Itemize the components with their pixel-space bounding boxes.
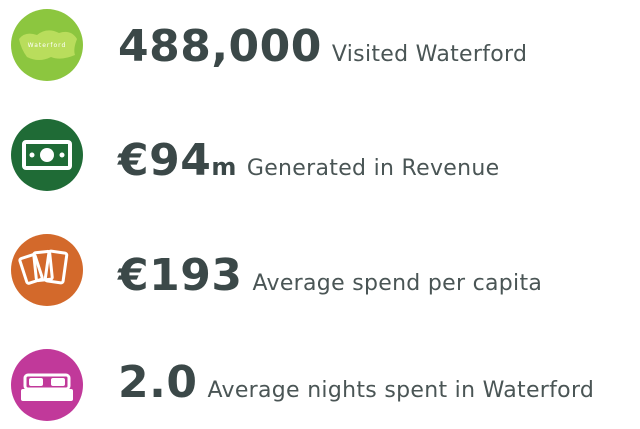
map-icon: Waterford xyxy=(11,9,83,81)
stat-description: Average spend per capita xyxy=(252,271,543,296)
stat-description: Visited Waterford xyxy=(331,42,528,67)
cards-icon xyxy=(11,234,83,306)
stat: 488,000 Visited Waterford xyxy=(118,25,527,69)
bed-icon xyxy=(11,349,83,421)
stat-row: €94m Generated in Revenue xyxy=(0,119,640,199)
money-icon xyxy=(11,119,83,191)
stat-description: Average nights spent in Waterford xyxy=(207,378,595,403)
stat-suffix: m xyxy=(211,153,237,181)
icon-label: Waterford xyxy=(28,42,67,49)
stat-value: €193 xyxy=(118,250,243,301)
stat-row: 2.0 Average nights spent in Waterford xyxy=(0,349,640,429)
stat: 2.0 Average nights spent in Waterford xyxy=(118,361,594,405)
stat-value: 488,000 xyxy=(118,21,322,72)
stat: €193 Average spend per capita xyxy=(118,254,542,298)
stat-value: €94 xyxy=(118,135,212,186)
stat-description: Generated in Revenue xyxy=(246,156,500,181)
infographic: Waterford 488,000 Visited Waterford €94m G… xyxy=(0,9,640,421)
stat: €94m Generated in Revenue xyxy=(118,139,499,183)
stat-value: 2.0 xyxy=(118,357,198,408)
stat-row: Waterford 488,000 Visited Waterford xyxy=(0,9,640,89)
stat-row: €193 Average spend per capita xyxy=(0,234,640,314)
